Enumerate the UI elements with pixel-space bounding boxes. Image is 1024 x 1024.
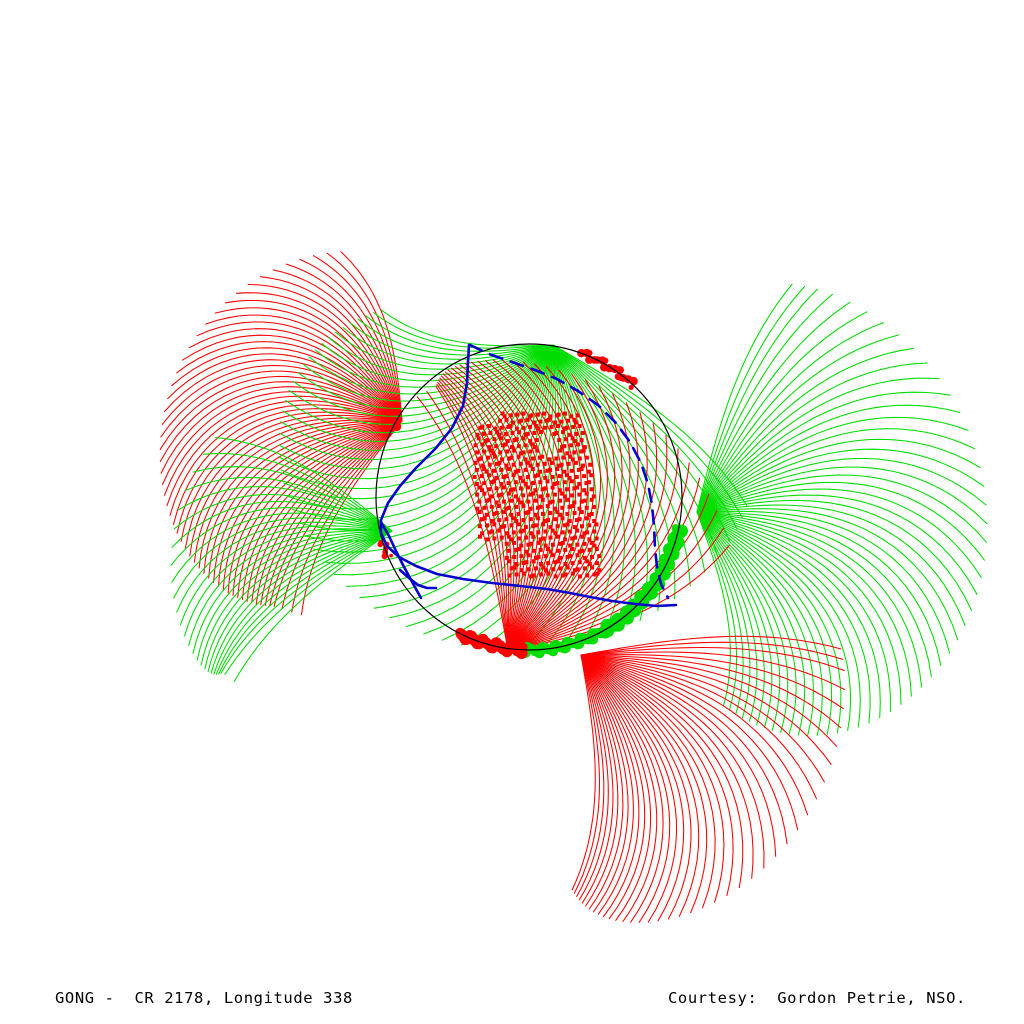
magnetic-neutral-line-layer: [379, 343, 678, 608]
active-region-closed-footpoints: [472, 411, 602, 579]
open-field-fan-south-red-fan-right: [571, 635, 846, 923]
open-field-fan-southwest-green-fan: [170, 437, 393, 683]
southwest-hook-neutral-line: [398, 568, 438, 590]
far-side-neutral-line: [468, 343, 670, 600]
open-field-fan-east-green-fan: [696, 283, 988, 737]
closed-field-footpoints-layer: [472, 411, 602, 579]
southwest-branch-neutral-line: [379, 520, 423, 600]
open-field-lines-layer: [159, 251, 988, 923]
solar-limb-circle: [375, 343, 683, 651]
